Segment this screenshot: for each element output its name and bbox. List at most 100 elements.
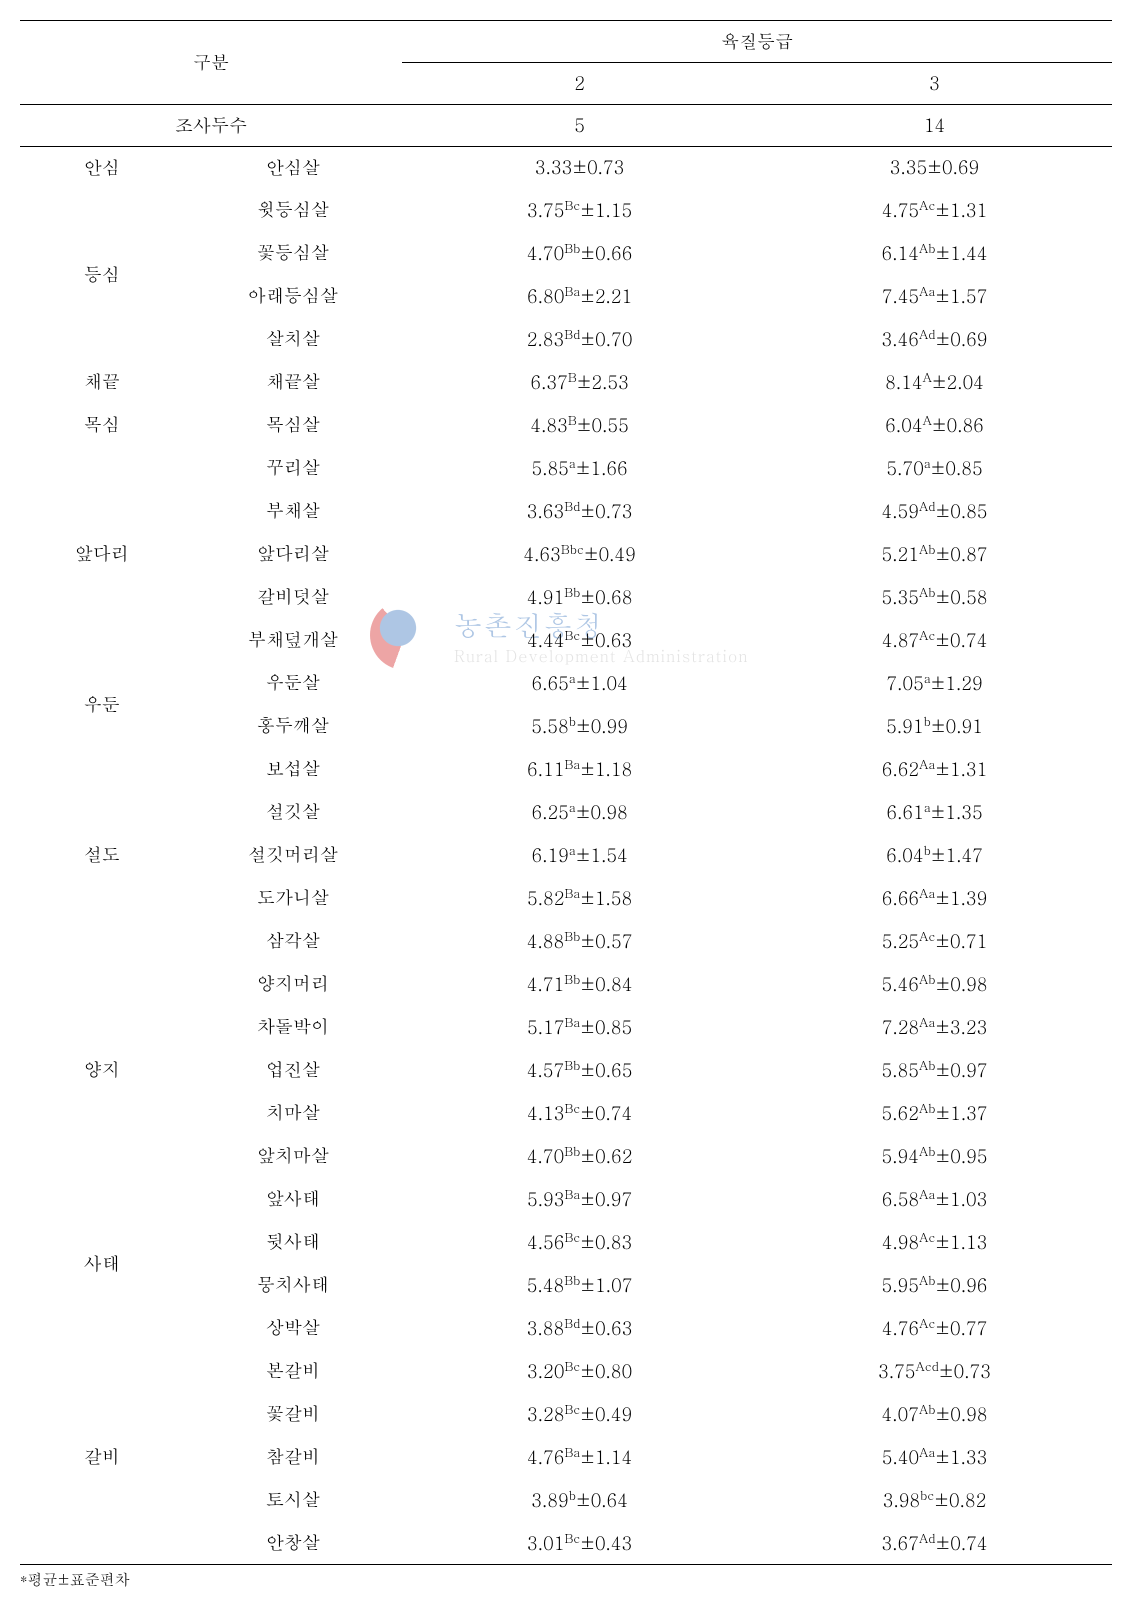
grade-3-value: 5.85Ab±0.97 [757, 1048, 1112, 1091]
cut-name: 참갈비 [184, 1435, 402, 1478]
table-row: 안심안심살3.33±0.733.35±0.69 [20, 147, 1112, 189]
table-row: 꽃등심살4.70Bb±0.666.14Ab±1.44 [20, 231, 1112, 274]
grade-2-value: 6.37B±2.53 [402, 360, 757, 403]
grade-2-value: 4.83B±0.55 [402, 403, 757, 446]
grade-3-value: 4.76Ac±0.77 [757, 1306, 1112, 1349]
grade-2-value: 4.71Bb±0.84 [402, 962, 757, 1005]
cut-name: 차돌박이 [184, 1005, 402, 1048]
grade-3-value: 6.61a±1.35 [757, 790, 1112, 833]
grade-2-value: 5.85a±1.66 [402, 446, 757, 489]
table-row: 등심윗등심살3.75Bc±1.154.75Ac±1.31 [20, 188, 1112, 231]
grade-3-value: 5.62Ab±1.37 [757, 1091, 1112, 1134]
cut-name: 채끝살 [184, 360, 402, 403]
cut-name: 홍두깨살 [184, 704, 402, 747]
group-name: 채끝 [20, 360, 184, 403]
grade-3-value: 6.14Ab±1.44 [757, 231, 1112, 274]
cut-name: 꾸리살 [184, 446, 402, 489]
grade-2-value: 4.13Bc±0.74 [402, 1091, 757, 1134]
header-survey-2: 5 [402, 105, 757, 147]
group-name: 안심 [20, 147, 184, 189]
grade-2-value: 4.70Bb±0.66 [402, 231, 757, 274]
table-row: 우둔우둔살6.65a±1.047.05a±1.29 [20, 661, 1112, 704]
table-row: 치마살4.13Bc±0.745.62Ab±1.37 [20, 1091, 1112, 1134]
table-row: 살치살2.83Bd±0.703.46Ad±0.69 [20, 317, 1112, 360]
grade-3-value: 5.40Aa±1.33 [757, 1435, 1112, 1478]
grade-2-value: 4.44Bc±0.63 [402, 618, 757, 661]
grade-3-value: 5.95Ab±0.96 [757, 1263, 1112, 1306]
grade-2-value: 3.75Bc±1.15 [402, 188, 757, 231]
group-name: 사태 [20, 1177, 184, 1349]
group-name: 양지 [20, 962, 184, 1177]
table-row: 차돌박이5.17Ba±0.857.28Aa±3.23 [20, 1005, 1112, 1048]
table-row: 삼각살4.88Bb±0.575.25Ac±0.71 [20, 919, 1112, 962]
grade-2-value: 5.93Ba±0.97 [402, 1177, 757, 1220]
grade-3-value: 4.75Ac±1.31 [757, 188, 1112, 231]
table-row: 앞다리꾸리살5.85a±1.665.70a±0.85 [20, 446, 1112, 489]
meat-grade-table: 구분 육질등급 2 3 조사두수 5 14 안심안심살3.33±0.733.35… [20, 20, 1112, 1565]
cut-name: 도가니살 [184, 876, 402, 919]
table-row: 설도보섭살6.11Ba±1.186.62Aa±1.31 [20, 747, 1112, 790]
grade-3-value: 5.70a±0.85 [757, 446, 1112, 489]
cut-name: 안심살 [184, 147, 402, 189]
cut-name: 목심살 [184, 403, 402, 446]
grade-3-value: 5.21Ab±0.87 [757, 532, 1112, 575]
grade-2-value: 5.48Bb±1.07 [402, 1263, 757, 1306]
table-row: 뭉치사태5.48Bb±1.075.95Ab±0.96 [20, 1263, 1112, 1306]
grade-3-value: 5.94Ab±0.95 [757, 1134, 1112, 1177]
table-row: 앞치마살4.70Bb±0.625.94Ab±0.95 [20, 1134, 1112, 1177]
table-row: 도가니살5.82Ba±1.586.66Aa±1.39 [20, 876, 1112, 919]
cut-name: 우둔살 [184, 661, 402, 704]
cut-name: 치마살 [184, 1091, 402, 1134]
grade-3-value: 3.35±0.69 [757, 147, 1112, 189]
grade-2-value: 5.82Ba±1.58 [402, 876, 757, 919]
grade-3-value: 6.62Aa±1.31 [757, 747, 1112, 790]
grade-3-value: 8.14A±2.04 [757, 360, 1112, 403]
grade-2-value: 3.33±0.73 [402, 147, 757, 189]
grade-2-value: 4.56Bc±0.83 [402, 1220, 757, 1263]
grade-2-value: 6.80Ba±2.21 [402, 274, 757, 317]
table-row: 홍두깨살5.58b±0.995.91b±0.91 [20, 704, 1112, 747]
table-row: 채끝채끝살6.37B±2.538.14A±2.04 [20, 360, 1112, 403]
cut-name: 앞사태 [184, 1177, 402, 1220]
grade-3-value: 3.67Ad±0.74 [757, 1521, 1112, 1565]
table-row: 목심목심살4.83B±0.556.04A±0.86 [20, 403, 1112, 446]
cut-name: 업진살 [184, 1048, 402, 1091]
cut-name: 보섭살 [184, 747, 402, 790]
cut-name: 상박살 [184, 1306, 402, 1349]
grade-3-value: 5.46Ab±0.98 [757, 962, 1112, 1005]
group-name: 목심 [20, 403, 184, 446]
cut-name: 설깃머리살 [184, 833, 402, 876]
grade-3-value: 3.75Acd±0.73 [757, 1349, 1112, 1392]
grade-2-value: 5.17Ba±0.85 [402, 1005, 757, 1048]
cut-name: 꽃등심살 [184, 231, 402, 274]
grade-2-value: 4.88Bb±0.57 [402, 919, 757, 962]
table-row: 안창살3.01Bc±0.433.67Ad±0.74 [20, 1521, 1112, 1565]
cut-name: 아래등심살 [184, 274, 402, 317]
grade-2-value: 3.20Bc±0.80 [402, 1349, 757, 1392]
grade-3-value: 7.28Aa±3.23 [757, 1005, 1112, 1048]
table-row: 토시살3.89b±0.643.98bc±0.82 [20, 1478, 1112, 1521]
header-survey-label: 조사두수 [20, 105, 402, 147]
group-name: 등심 [20, 188, 184, 360]
grade-3-value: 5.35Ab±0.58 [757, 575, 1112, 618]
table-row: 부채덮개살4.44Bc±0.634.87Ac±0.74 [20, 618, 1112, 661]
grade-2-value: 6.11Ba±1.18 [402, 747, 757, 790]
table-row: 아래등심살6.80Ba±2.217.45Aa±1.57 [20, 274, 1112, 317]
group-name: 설도 [20, 747, 184, 962]
grade-2-value: 3.89b±0.64 [402, 1478, 757, 1521]
grade-2-value: 2.83Bd±0.70 [402, 317, 757, 360]
grade-3-value: 3.46Ad±0.69 [757, 317, 1112, 360]
grade-2-value: 4.63Bbc±0.49 [402, 532, 757, 575]
table-row: 앞다리살4.63Bbc±0.495.21Ab±0.87 [20, 532, 1112, 575]
grade-3-value: 6.58Aa±1.03 [757, 1177, 1112, 1220]
table-row: 갈비덧살4.91Bb±0.685.35Ab±0.58 [20, 575, 1112, 618]
cut-name: 부채덮개살 [184, 618, 402, 661]
table-row: 꽃갈비3.28Bc±0.494.07Ab±0.98 [20, 1392, 1112, 1435]
cut-name: 앞다리살 [184, 532, 402, 575]
grade-2-value: 4.57Bb±0.65 [402, 1048, 757, 1091]
table-row: 설깃머리살6.19a±1.546.04b±1.47 [20, 833, 1112, 876]
grade-2-value: 3.63Bd±0.73 [402, 489, 757, 532]
header-grade: 육질등급 [402, 21, 1112, 63]
header-grade-2: 2 [402, 63, 757, 105]
table-row: 참갈비4.76Ba±1.145.40Aa±1.33 [20, 1435, 1112, 1478]
